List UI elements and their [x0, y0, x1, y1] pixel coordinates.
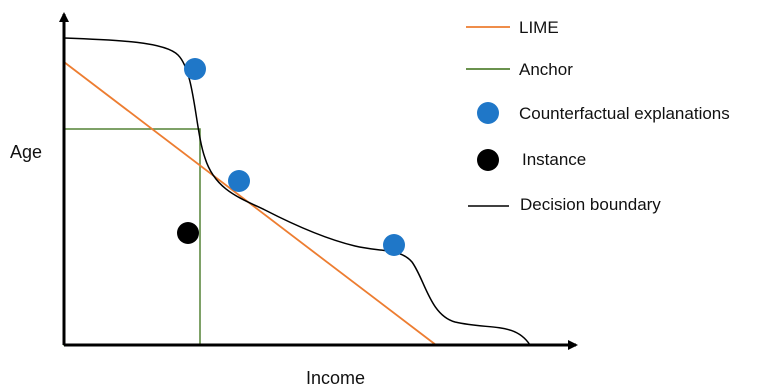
legend-boundary-label: Decision boundary — [520, 195, 661, 214]
legend-lime-label: LIME — [519, 18, 559, 37]
counterfactual-point — [383, 234, 405, 256]
legend-instance-swatch — [477, 149, 499, 171]
legend: LIME Anchor Counterfactual explanations … — [466, 18, 730, 214]
legend-instance-label: Instance — [522, 150, 586, 169]
legend-counterfactual-swatch — [477, 102, 499, 124]
legend-anchor-label: Anchor — [519, 60, 573, 79]
instance-point — [177, 222, 199, 244]
counterfactual-point — [184, 58, 206, 80]
legend-counterfactual-label: Counterfactual explanations — [519, 104, 730, 123]
x-axis-label: Income — [306, 368, 365, 388]
y-axis-label: Age — [10, 142, 42, 162]
counterfactual-point — [228, 170, 250, 192]
decision-boundary-curve — [63, 37, 531, 346]
